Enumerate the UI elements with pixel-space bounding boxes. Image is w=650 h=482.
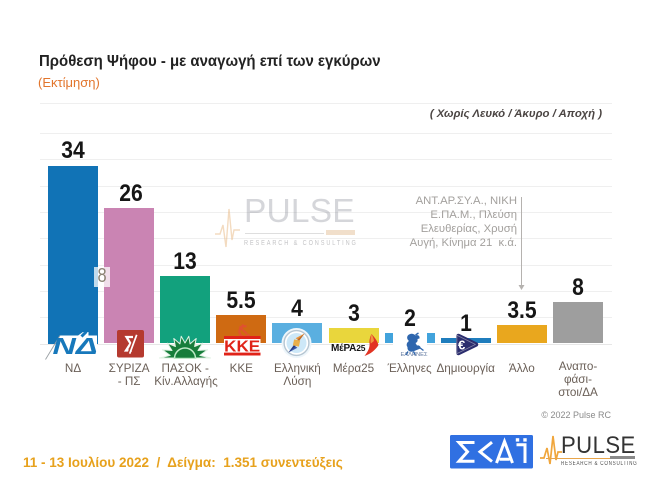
svg-text:€: € — [458, 337, 465, 352]
svg-text:ΝΔ: ΝΔ — [53, 333, 98, 359]
svg-text:ΚΚΕ: ΚΚΕ — [224, 339, 260, 356]
svg-text:ΕΛΛΗΝΕΣ: ΕΛΛΗΝΕΣ — [401, 352, 428, 358]
